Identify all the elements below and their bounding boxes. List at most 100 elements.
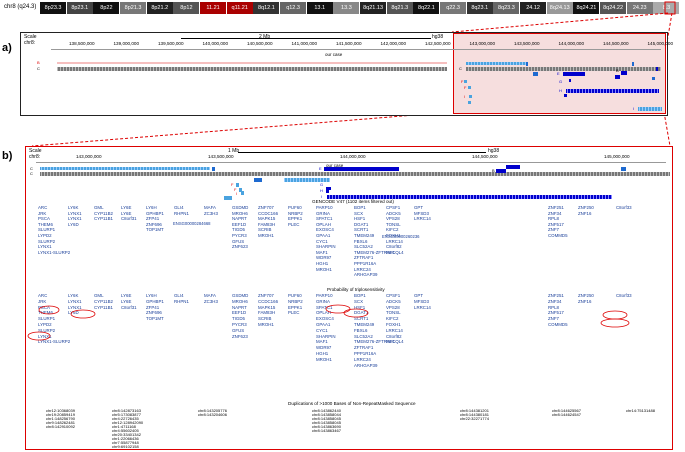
gene-label: ZNF707	[258, 205, 274, 210]
gene-label: TMEM249	[354, 233, 375, 238]
gene-label: TONSL	[386, 310, 401, 316]
gene-label: ZNF517	[548, 221, 564, 227]
gene-label: DGAT1	[354, 221, 369, 227]
position-label: 144,500,000	[603, 41, 629, 46]
gene-label: DGAT1	[354, 310, 369, 316]
gene-label: GFUS	[232, 327, 245, 333]
dup-entry: chr14:75131488	[626, 408, 655, 413]
position-label: 143,000,000	[469, 41, 496, 46]
gene-label: C8orf31	[121, 304, 137, 310]
gene-label: LY6D	[68, 221, 79, 227]
gene-label: MROH1	[316, 356, 332, 362]
gene-label: SCRT1	[354, 227, 369, 233]
gene-label: C8orf33	[616, 205, 632, 210]
gencode-track-title: GENCODE V47 (1102 items filtered out)	[312, 199, 394, 204]
position-label: 139,000,000	[113, 41, 140, 46]
gene-label: LY6E	[121, 210, 132, 216]
gene-label: CCDC166	[258, 210, 279, 216]
gene-label: PARP10	[316, 205, 333, 210]
gene-label: MAPK15	[258, 216, 276, 222]
gene-label: TIGD5	[232, 316, 245, 322]
position-label: 142,500,000	[425, 41, 451, 46]
gene-label: GLI4	[174, 293, 184, 298]
gene-label: EPPK1	[288, 304, 303, 310]
gene-label: GRINA	[316, 210, 330, 216]
gene-label: MROH6	[232, 298, 248, 304]
panel-b-scale-label: Scale	[29, 148, 42, 154]
gene-label: HGH1	[316, 261, 329, 266]
dup-entry: chr9:148262481	[46, 420, 75, 425]
dup-entry: chr19:20859419	[46, 412, 75, 417]
gene-label: ZNF623	[232, 244, 248, 250]
track-letter: I	[321, 194, 323, 199]
gene-label: ZNF16	[578, 210, 592, 216]
gene-label: TIGD5	[232, 227, 245, 233]
track-letter: C	[30, 171, 33, 176]
gene-label: ARC	[38, 293, 48, 298]
gene-label: CPSF1	[386, 293, 401, 298]
gene-label: VPS28	[386, 216, 400, 222]
gene-label: COMMD5	[548, 233, 568, 238]
gene-label: ZFP41	[146, 216, 160, 222]
gene-label: GSDMD	[232, 205, 249, 210]
gene-label: ZNF34	[548, 210, 562, 216]
gene-label: MAF1	[316, 249, 328, 255]
gene-label: ARHGAP39	[354, 362, 378, 368]
track-letter: I	[633, 106, 635, 111]
gene-label: LRRC14	[414, 304, 431, 310]
track-letter: F	[234, 187, 237, 192]
track-letter: F	[461, 79, 464, 84]
position-label: 140,500,000	[247, 41, 273, 46]
gene-label: EEF1D	[232, 221, 247, 227]
gene-id-label: ENSG00000260236	[382, 234, 420, 239]
gene-label: C8orf33	[616, 293, 632, 298]
gene-label: NAPRT	[232, 216, 247, 222]
gene-label: FBXL6	[354, 327, 368, 333]
dup-entry: chr8:143862440	[312, 408, 341, 413]
gene-label: RPL8	[548, 216, 559, 222]
dup-entry: chr1:4711168	[112, 424, 136, 429]
gene-label: GLI4	[174, 205, 184, 210]
gene-label: PYCR3	[232, 322, 247, 327]
gene-label: GML	[94, 293, 104, 298]
panel-a-scale-label: Scale	[24, 34, 37, 40]
gene-label: ZNF7	[548, 227, 559, 233]
gene-label: LYPD2	[38, 233, 52, 238]
ideogram-band: 24.23	[626, 2, 653, 14]
gene-label: ADCK5	[386, 210, 401, 216]
gene-label: MAF1	[316, 339, 328, 345]
track-letter: H	[559, 88, 562, 93]
gene-label: OPLAH	[316, 310, 331, 316]
gene-label: SLURP2	[38, 238, 56, 244]
gene-label: FBXL6	[354, 238, 368, 244]
gene-label: EXOSC4	[316, 316, 334, 322]
gene-label: RECQL4	[386, 339, 404, 345]
gene-label: ZNF16	[578, 298, 592, 304]
gene-label: LY6E	[121, 205, 132, 210]
gene-label: PUF60	[288, 205, 302, 210]
gene-label: SLURP1	[38, 227, 56, 233]
panel-a-scale-bar	[181, 38, 431, 39]
track-letter: C	[37, 66, 40, 71]
ideogram-band: 8q24.22	[600, 2, 627, 14]
gene-label: LRRC14	[386, 238, 403, 244]
gene-label: C8orf82	[386, 244, 402, 250]
panel-b-assembly: hg38	[488, 148, 500, 154]
ideogram-band: 8q24.13	[546, 2, 573, 14]
track-letter: F	[464, 85, 467, 90]
gene-label: TMEM249	[354, 322, 375, 327]
panel-b-our-case: our case	[326, 163, 344, 168]
position-label: 144,500,000	[472, 154, 498, 159]
gene-label: TMEM276-ZFTRAF1	[354, 339, 395, 345]
ideogram-band: 8q21.13	[360, 2, 387, 14]
position-label: 144,000,000	[340, 154, 366, 159]
gene-label: PYCR3	[232, 233, 247, 238]
track-letter: C	[30, 166, 33, 171]
gene-label: RECQL4	[386, 249, 404, 255]
gene-label: GPAA1	[316, 322, 331, 327]
gene-label: SLURP1	[38, 316, 56, 322]
gene-label: ZNF696	[146, 221, 162, 227]
gene-label: LY6D	[68, 310, 79, 316]
highlight-ellipses	[27, 304, 630, 341]
